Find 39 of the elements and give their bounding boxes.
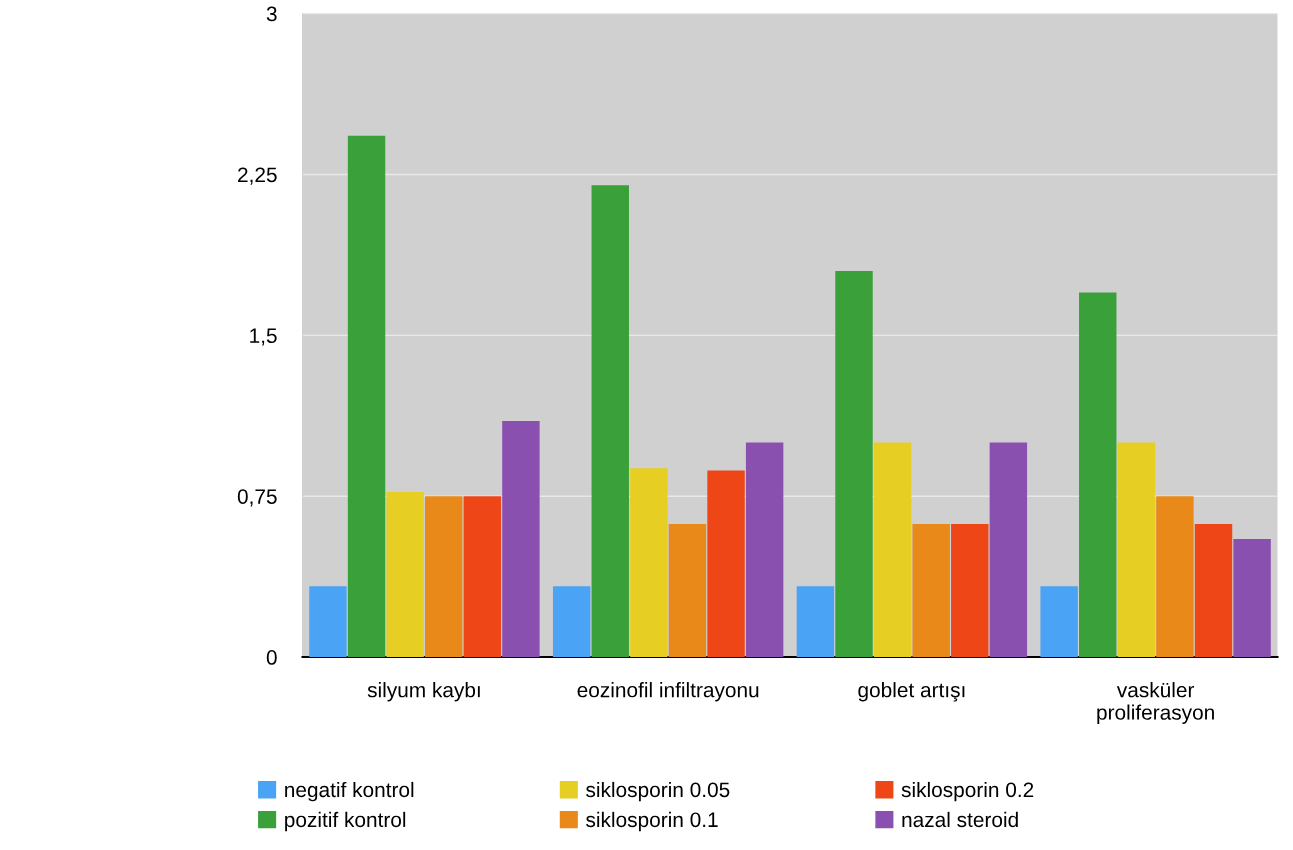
bar bbox=[591, 185, 629, 658]
bar bbox=[552, 586, 591, 658]
bar bbox=[1117, 442, 1156, 658]
y-tick-label: 0,75 bbox=[237, 489, 277, 507]
x-tick-label: eozinofil infiltrayonu bbox=[577, 682, 759, 702]
bar bbox=[1156, 496, 1194, 658]
y-tick-label: 2,25 bbox=[238, 167, 277, 185]
x-tick-label: goblet artışı bbox=[858, 682, 965, 702]
bar bbox=[989, 442, 1028, 658]
bar bbox=[668, 524, 707, 658]
bar bbox=[1233, 539, 1271, 658]
legend-label: siklosporin 0.05 bbox=[586, 781, 730, 802]
bar bbox=[745, 442, 784, 658]
legend-label: siklosporin 0.2 bbox=[901, 781, 1034, 802]
x-tick-label: vasküler proliferasyon bbox=[1097, 682, 1214, 724]
bar bbox=[1194, 524, 1233, 658]
bar bbox=[386, 491, 424, 658]
bar bbox=[502, 421, 540, 658]
bar bbox=[630, 468, 668, 658]
bar bbox=[951, 524, 989, 658]
bar bbox=[912, 524, 950, 658]
x-tick-label: silyum kaybı bbox=[367, 682, 480, 702]
bar bbox=[309, 586, 347, 658]
bar bbox=[707, 470, 745, 658]
y-tick-label: 3 bbox=[266, 6, 277, 22]
legend-label: pozitif kontrol bbox=[285, 811, 406, 832]
bar bbox=[425, 496, 463, 658]
bar bbox=[347, 135, 386, 658]
bar bbox=[463, 496, 502, 658]
bar bbox=[1040, 586, 1078, 658]
legend-label: siklosporin 0.1 bbox=[586, 811, 718, 832]
y-tick-label: 1,5 bbox=[250, 328, 277, 346]
legend-label: nazal steroid bbox=[902, 811, 1018, 828]
legend-label: negatif kontrol bbox=[285, 781, 414, 802]
bar bbox=[796, 586, 835, 658]
bar bbox=[1079, 292, 1117, 658]
bar bbox=[873, 442, 912, 658]
bar bbox=[835, 270, 873, 658]
y-tick-label: 0 bbox=[266, 650, 277, 665]
